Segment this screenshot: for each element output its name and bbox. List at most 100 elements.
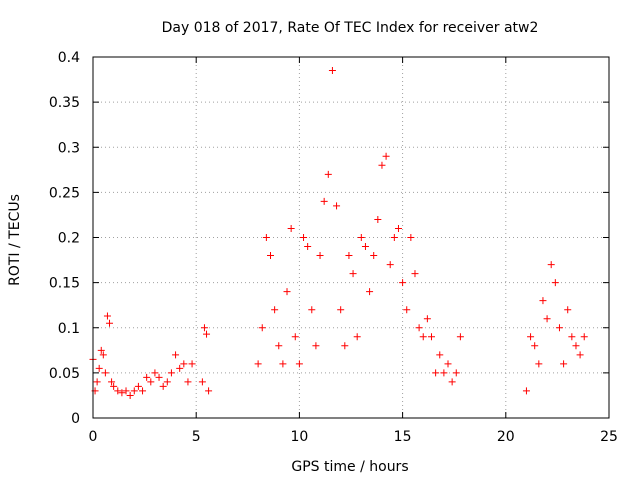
- data-point: [328, 67, 336, 75]
- data-points: [89, 67, 588, 399]
- data-point: [279, 360, 287, 368]
- data-point: [341, 342, 349, 350]
- x-tick-label: 5: [192, 429, 201, 445]
- data-point: [287, 224, 295, 232]
- y-tick-label: 0.35: [49, 95, 80, 111]
- data-point: [522, 387, 530, 395]
- data-point: [200, 324, 208, 332]
- y-tick-label: 0.3: [58, 140, 80, 156]
- data-point: [564, 306, 572, 314]
- data-point: [258, 324, 266, 332]
- y-tick-label: 0.25: [49, 185, 80, 201]
- axis-ticks: [92, 56, 610, 419]
- y-tick-label: 0.4: [58, 50, 80, 66]
- data-point: [159, 382, 167, 390]
- data-point: [188, 360, 196, 368]
- data-point: [180, 360, 188, 368]
- data-point: [390, 234, 398, 241]
- data-point: [568, 333, 576, 341]
- data-point: [271, 306, 279, 314]
- data-point: [333, 202, 341, 210]
- data-point: [312, 342, 320, 350]
- data-point: [275, 342, 283, 350]
- data-point: [378, 161, 386, 169]
- data-point: [143, 373, 151, 381]
- data-point: [155, 373, 163, 381]
- data-point: [576, 351, 584, 359]
- data-point: [203, 330, 211, 338]
- data-point: [184, 378, 192, 386]
- x-tick-label: 0: [89, 429, 98, 445]
- data-point: [436, 351, 444, 359]
- data-point: [122, 387, 130, 395]
- data-point: [262, 234, 270, 241]
- data-point: [308, 306, 316, 314]
- data-point: [423, 315, 431, 323]
- x-tick-label: 15: [394, 429, 412, 445]
- x-tick-label: 25: [600, 429, 618, 445]
- data-point: [291, 333, 299, 341]
- data-point: [456, 333, 464, 341]
- data-point: [580, 333, 588, 341]
- data-point: [95, 364, 103, 372]
- data-point: [163, 378, 171, 386]
- data-point: [399, 279, 407, 287]
- data-point: [99, 351, 107, 359]
- data-point: [560, 360, 568, 368]
- data-point: [411, 270, 419, 278]
- data-point: [304, 243, 312, 251]
- data-point: [572, 342, 580, 350]
- data-point: [101, 369, 109, 377]
- data-point: [551, 279, 559, 287]
- data-point: [531, 342, 539, 350]
- data-point: [432, 369, 440, 377]
- chart-title: Day 018 of 2017, Rate Of TEC Index for r…: [162, 20, 539, 36]
- x-tick-label: 20: [497, 429, 515, 445]
- data-point: [386, 261, 394, 269]
- data-point: [108, 378, 116, 386]
- data-point: [407, 234, 415, 241]
- data-point: [555, 324, 563, 332]
- data-point: [440, 369, 448, 377]
- data-point: [139, 387, 147, 395]
- data-point: [394, 224, 402, 232]
- data-point: [448, 378, 456, 386]
- data-point: [106, 319, 114, 327]
- data-point: [366, 288, 374, 296]
- data-point: [452, 369, 460, 377]
- data-point: [527, 333, 535, 341]
- data-point: [93, 378, 101, 386]
- data-point: [114, 387, 122, 395]
- data-point: [349, 270, 357, 278]
- data-point: [254, 360, 262, 368]
- data-point: [539, 297, 547, 305]
- data-point: [147, 378, 155, 386]
- data-point: [130, 387, 138, 395]
- data-point: [361, 243, 369, 251]
- x-tick-label: 10: [290, 429, 308, 445]
- plot-frame: [92, 56, 610, 419]
- y-tick-label: 0: [71, 411, 80, 427]
- data-point: [427, 333, 435, 341]
- data-point: [97, 346, 105, 354]
- data-point: [543, 315, 551, 323]
- y-tick-label: 0.1: [58, 321, 80, 337]
- data-point: [444, 360, 452, 368]
- data-point: [419, 333, 427, 341]
- data-point: [337, 306, 345, 314]
- data-point: [103, 312, 111, 320]
- data-point: [415, 324, 423, 332]
- y-tick-label: 0.2: [58, 231, 80, 247]
- data-point: [345, 252, 353, 260]
- tick-labels: 0 5 10 15 20 25 0 0.05 0.1 0.15 0.2 0.25 0.3 0.35 0.4: [49, 50, 618, 445]
- data-point: [151, 369, 159, 377]
- data-point: [205, 387, 213, 395]
- grid: [93, 57, 609, 418]
- data-point: [167, 369, 175, 377]
- data-point: [547, 261, 555, 269]
- data-point: [353, 333, 361, 341]
- data-point: [118, 389, 126, 397]
- data-point: [198, 378, 206, 386]
- y-axis-label: ROTI / TECUs: [7, 194, 23, 286]
